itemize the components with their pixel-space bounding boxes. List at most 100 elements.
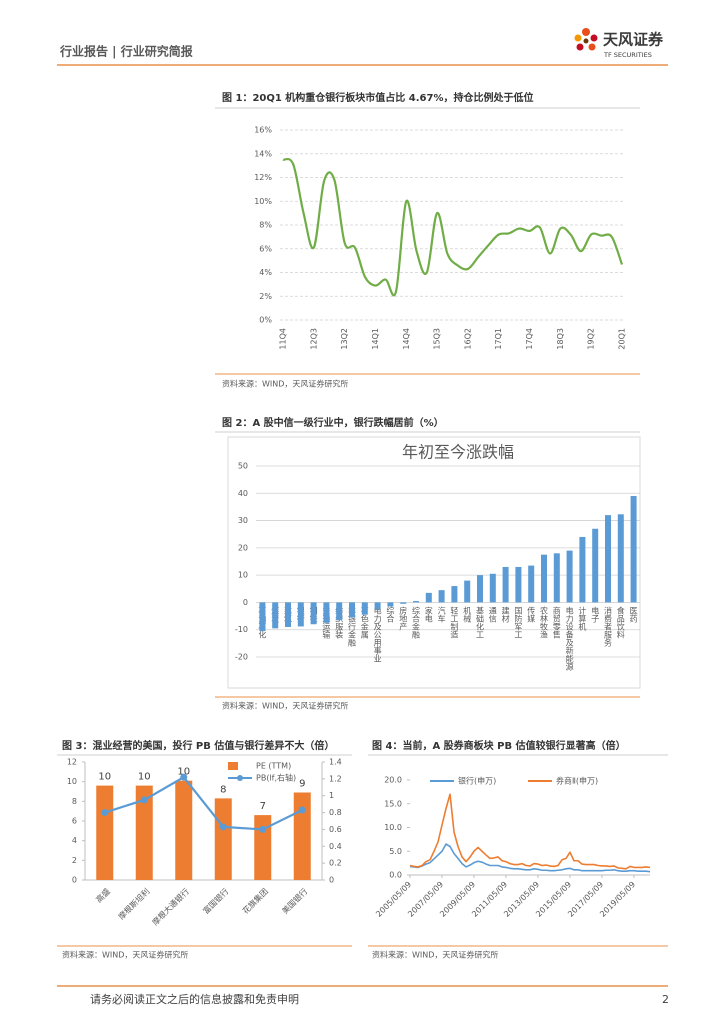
bar bbox=[630, 496, 637, 603]
bar bbox=[438, 590, 445, 603]
x-tick-label: 非银行金融 bbox=[348, 605, 357, 647]
x-tick-label: 花旗集团 bbox=[240, 886, 270, 916]
bar bbox=[566, 550, 573, 603]
bar bbox=[323, 602, 330, 623]
page-number: 2 bbox=[662, 993, 669, 1006]
y-tick-label: 20 bbox=[238, 543, 248, 552]
x-tick-label: 房地产 bbox=[399, 605, 408, 631]
y-tick-label: 8% bbox=[259, 221, 272, 230]
bar bbox=[553, 553, 560, 603]
y-tick-label: 4% bbox=[259, 268, 272, 277]
bar bbox=[349, 602, 355, 618]
x-tick-label: 计算机 bbox=[578, 605, 587, 631]
y-tick-label: 0% bbox=[259, 316, 272, 325]
figure-caption: 图 3：混业经营的美国，投行 PB 估值与银行差异不大（倍） bbox=[62, 739, 334, 752]
bar bbox=[605, 515, 611, 603]
bar bbox=[96, 785, 114, 880]
line-marker bbox=[101, 809, 109, 817]
x-tick-label: 15Q3 bbox=[433, 328, 442, 350]
bar bbox=[413, 601, 419, 603]
x-tick-label: 汽车 bbox=[437, 605, 446, 623]
legend-swatch bbox=[228, 762, 238, 770]
legend-label: 银行(申万) bbox=[458, 776, 496, 786]
bar bbox=[528, 565, 535, 603]
x-tick-label: 11Q4 bbox=[279, 328, 288, 350]
bar bbox=[489, 573, 496, 603]
y2-tick-label: 0.2 bbox=[329, 859, 342, 868]
x-tick-label: 建材 bbox=[501, 605, 510, 622]
x-tick-label: 19Q2 bbox=[587, 328, 596, 350]
x-tick-label: 国防军工 bbox=[514, 606, 523, 638]
y-tick-label: 10% bbox=[254, 197, 272, 206]
bar bbox=[425, 592, 432, 603]
bar bbox=[400, 602, 407, 604]
bar bbox=[336, 602, 343, 621]
y-tick-label: 14% bbox=[254, 149, 272, 158]
y-tick-label: 4 bbox=[72, 836, 77, 845]
x-tick-label: 电力及公用事业 bbox=[373, 605, 382, 662]
logo-subtext: TF SECURITIES bbox=[603, 51, 652, 59]
y-tick-label: -10 bbox=[235, 625, 248, 634]
x-tick-label: 电力设备及新能源 bbox=[565, 605, 574, 671]
y-tick-label: 16% bbox=[254, 126, 272, 135]
series-line bbox=[104, 775, 303, 831]
x-tick-label: 纺织服装 bbox=[335, 605, 344, 639]
x-tick-label: 18Q3 bbox=[556, 328, 565, 350]
y2-tick-label: 1 bbox=[329, 791, 334, 800]
bar bbox=[502, 566, 509, 603]
x-tick-label: 17Q1 bbox=[494, 328, 503, 350]
line-marker bbox=[298, 806, 306, 814]
legend-marker bbox=[237, 775, 243, 781]
figure-source: 资料来源：WIND，天风证券研究所 bbox=[222, 379, 348, 389]
bar bbox=[259, 602, 266, 632]
x-tick-label: 摩根大通银行 bbox=[150, 886, 191, 927]
y-tick-label: 30 bbox=[238, 516, 248, 525]
y-tick-label: 5.0 bbox=[389, 847, 402, 856]
y2-tick-label: 0.4 bbox=[329, 842, 342, 851]
x-tick-label: 基础化工 bbox=[476, 605, 485, 638]
chart-frame bbox=[227, 436, 641, 689]
bar bbox=[175, 780, 193, 880]
y-tick-label: 10 bbox=[67, 777, 77, 786]
x-tick-label: 综合 bbox=[386, 605, 395, 623]
x-tick-label: 轻工制造 bbox=[450, 605, 459, 639]
x-tick-label: 农林牧渔 bbox=[540, 605, 549, 638]
bar bbox=[541, 554, 547, 603]
bar bbox=[477, 575, 483, 603]
bar bbox=[464, 580, 471, 603]
x-tick-label: 家电 bbox=[424, 605, 433, 622]
bar bbox=[254, 815, 272, 880]
y-tick-label: 12 bbox=[67, 758, 77, 767]
y-tick-label: 2 bbox=[72, 856, 77, 865]
x-tick-label: 20Q1 bbox=[618, 328, 627, 350]
y-tick-label: 2% bbox=[259, 292, 272, 301]
y2-tick-label: 0 bbox=[329, 876, 334, 885]
y2-tick-label: 0.6 bbox=[329, 825, 342, 834]
figure-caption: 图 1：20Q1 机构重仓银行板块市值占比 4.67%，持仓比例处于低位 bbox=[222, 91, 533, 104]
bar bbox=[361, 602, 368, 615]
bar bbox=[592, 528, 599, 603]
y-tick-label: -20 bbox=[235, 653, 248, 662]
figure-caption: 图 2：A 股中信一级行业中，银行跌幅居前（%） bbox=[222, 416, 444, 429]
data-label: 10 bbox=[98, 772, 111, 783]
x-tick-label: 16Q2 bbox=[463, 328, 472, 350]
bar bbox=[451, 586, 458, 603]
x-tick-label: 消费者服务 bbox=[604, 605, 613, 647]
y-tick-label: 20.0 bbox=[384, 776, 402, 785]
legend-label: PE (TTM) bbox=[256, 762, 291, 771]
bar bbox=[617, 514, 624, 603]
y2-tick-label: 0.8 bbox=[329, 808, 342, 817]
series-line bbox=[282, 157, 624, 297]
x-tick-label: 机械 bbox=[463, 605, 472, 623]
bar bbox=[297, 602, 304, 627]
y2-tick-label: 1.2 bbox=[329, 774, 342, 783]
x-tick-label: 医药 bbox=[629, 606, 638, 623]
y-tick-label: 6 bbox=[72, 817, 77, 826]
y-tick-label: 50 bbox=[238, 462, 248, 471]
bar bbox=[515, 566, 522, 603]
x-tick-label: 12Q3 bbox=[309, 328, 318, 350]
logo-text: 天风证券 bbox=[603, 31, 664, 49]
y-tick-label: 0 bbox=[243, 598, 248, 607]
line-marker bbox=[140, 796, 148, 804]
